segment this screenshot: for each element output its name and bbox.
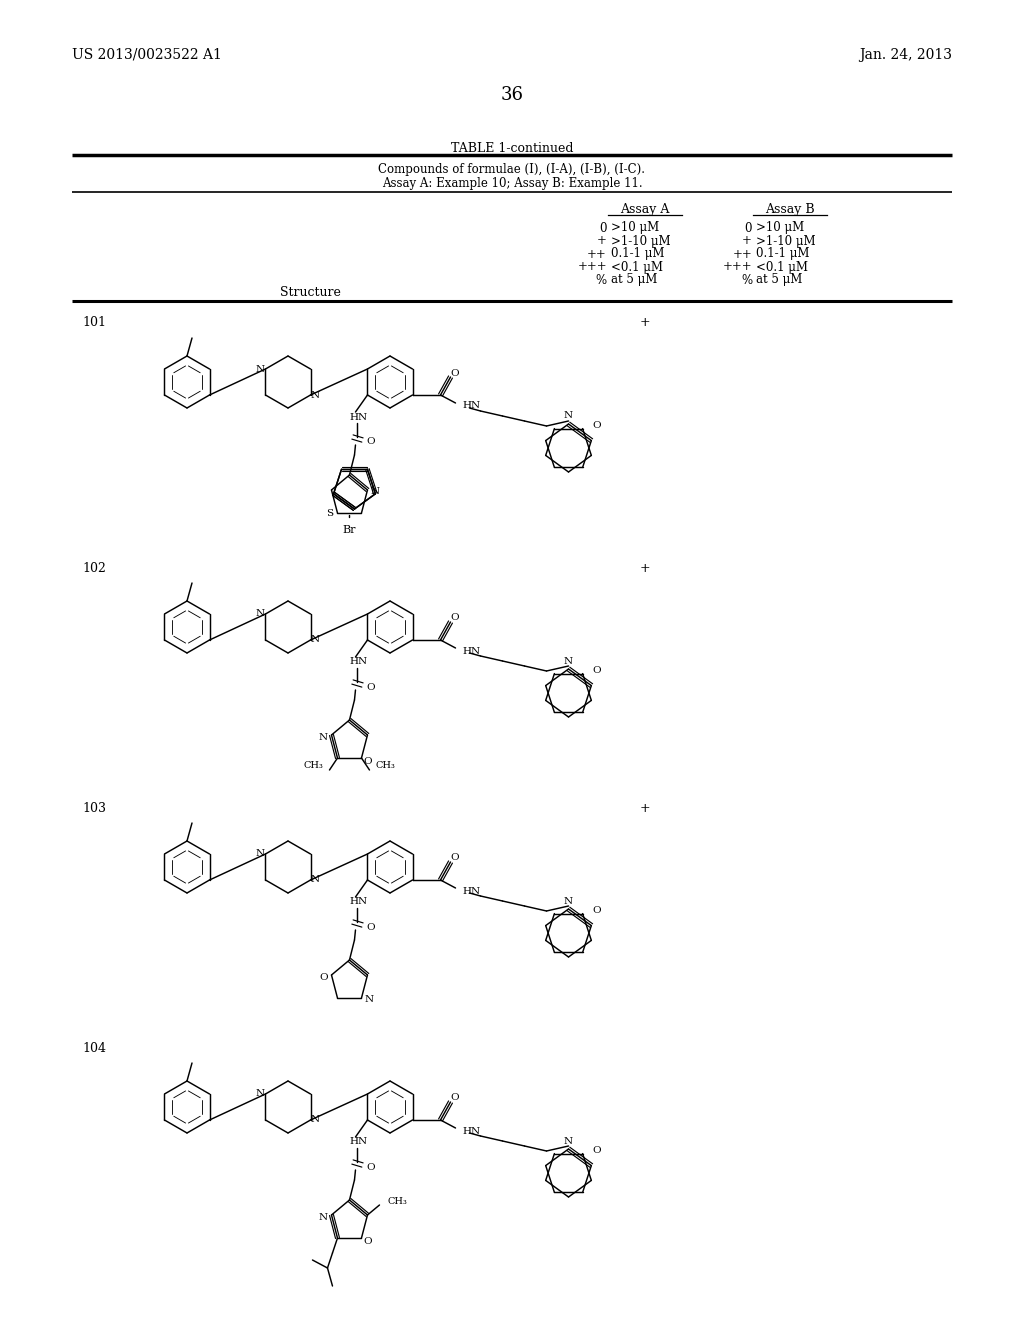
Text: O: O (367, 923, 375, 932)
Text: >10 μM: >10 μM (611, 222, 659, 235)
Text: CH₃: CH₃ (303, 762, 324, 771)
Text: N: N (564, 412, 573, 421)
Text: N: N (256, 364, 265, 374)
Text: N: N (564, 1137, 573, 1146)
Text: N: N (311, 1115, 321, 1125)
Text: at 5 μM: at 5 μM (611, 273, 657, 286)
Text: 102: 102 (82, 561, 105, 574)
Text: 0.1-1 μM: 0.1-1 μM (756, 248, 810, 260)
Text: Br: Br (343, 525, 356, 535)
Text: >1-10 μM: >1-10 μM (611, 235, 671, 248)
Text: 104: 104 (82, 1041, 106, 1055)
Text: O: O (592, 667, 601, 675)
Text: HN: HN (349, 1138, 368, 1147)
Text: %: % (596, 273, 607, 286)
Text: HN: HN (463, 887, 480, 895)
Text: 101: 101 (82, 317, 106, 330)
Text: US 2013/0023522 A1: US 2013/0023522 A1 (72, 48, 222, 62)
Text: HN: HN (349, 412, 368, 421)
Text: HN: HN (463, 401, 480, 411)
Text: N: N (564, 656, 573, 665)
Text: Assay B: Assay B (765, 203, 815, 216)
Text: O: O (592, 1146, 601, 1155)
Text: 0: 0 (744, 222, 752, 235)
Text: O: O (451, 854, 459, 862)
Text: +: + (597, 235, 607, 248)
Text: 36: 36 (501, 86, 523, 104)
Text: O: O (592, 421, 601, 430)
Text: N: N (311, 635, 321, 644)
Text: O: O (367, 1163, 375, 1172)
Text: +: + (640, 801, 650, 814)
Text: 0: 0 (599, 222, 607, 235)
Text: Assay A: Example 10; Assay B: Example 11.: Assay A: Example 10; Assay B: Example 11… (382, 177, 642, 190)
Text: %: % (741, 273, 752, 286)
Text: HN: HN (463, 647, 480, 656)
Text: N: N (311, 875, 321, 884)
Text: HN: HN (463, 1126, 480, 1135)
Text: O: O (451, 614, 459, 623)
Text: O: O (367, 682, 375, 692)
Text: S: S (326, 508, 333, 517)
Text: N: N (256, 850, 265, 858)
Text: O: O (319, 973, 328, 982)
Text: +++: +++ (578, 260, 607, 273)
Text: O: O (451, 368, 459, 378)
Text: O: O (592, 906, 601, 915)
Text: N: N (256, 1089, 265, 1098)
Text: Structure: Structure (280, 286, 340, 300)
Text: HN: HN (349, 657, 368, 667)
Text: TABLE 1-continued: TABLE 1-continued (451, 141, 573, 154)
Text: HN: HN (349, 898, 368, 907)
Text: N: N (318, 1213, 328, 1221)
Text: CH₃: CH₃ (376, 762, 395, 771)
Text: at 5 μM: at 5 μM (756, 273, 803, 286)
Text: O: O (364, 1237, 372, 1246)
Text: ++: ++ (732, 248, 752, 260)
Text: N: N (365, 995, 374, 1005)
Text: N: N (256, 610, 265, 619)
Text: O: O (367, 437, 375, 446)
Text: N: N (318, 733, 328, 742)
Text: O: O (364, 756, 372, 766)
Text: >1-10 μM: >1-10 μM (756, 235, 816, 248)
Text: N: N (311, 391, 321, 400)
Text: 103: 103 (82, 801, 106, 814)
Text: +: + (640, 561, 650, 574)
Text: Assay A: Assay A (621, 203, 670, 216)
Text: O: O (451, 1093, 459, 1102)
Text: CH₃: CH₃ (387, 1196, 408, 1205)
Text: 0.1-1 μM: 0.1-1 μM (611, 248, 665, 260)
Text: +: + (742, 235, 752, 248)
Text: >10 μM: >10 μM (756, 222, 804, 235)
Text: Compounds of formulae (I), (I-A), (I-B), (I-C).: Compounds of formulae (I), (I-A), (I-B),… (379, 164, 645, 177)
Text: +: + (640, 317, 650, 330)
Text: <0.1 μM: <0.1 μM (611, 260, 663, 273)
Text: N: N (371, 487, 380, 496)
Text: ++: ++ (587, 248, 607, 260)
Text: <0.1 μM: <0.1 μM (756, 260, 808, 273)
Text: +++: +++ (722, 260, 752, 273)
Text: Jan. 24, 2013: Jan. 24, 2013 (859, 48, 952, 62)
Text: N: N (564, 896, 573, 906)
